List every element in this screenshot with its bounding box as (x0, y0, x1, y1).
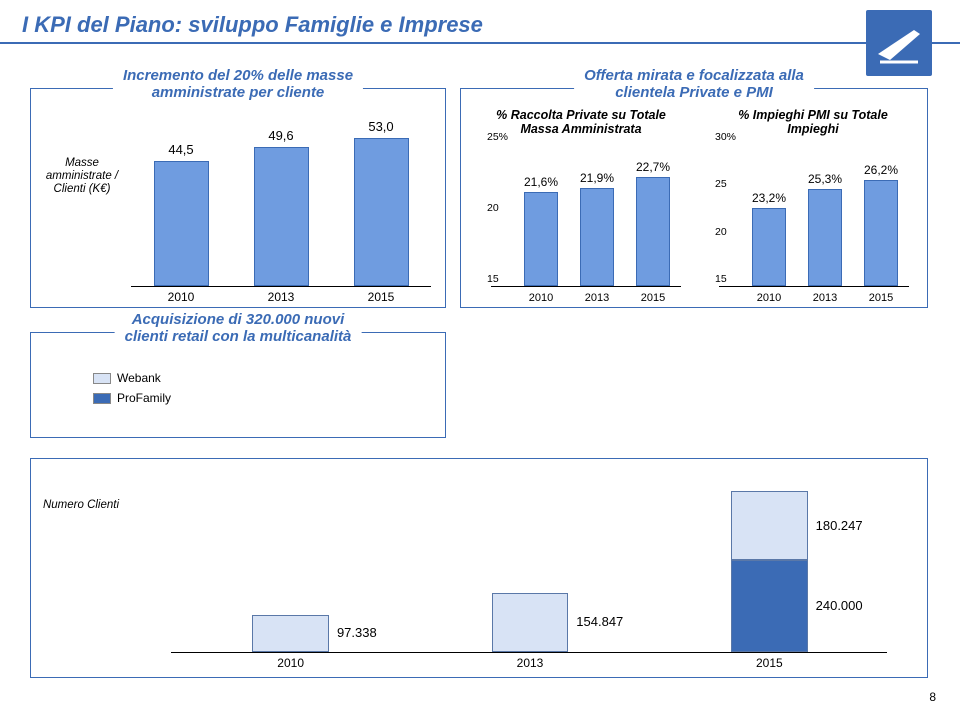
clienti-bar-segment (731, 560, 808, 652)
offerta-left-chart: 152025%21,6%201021,9%201322,7%2015 (491, 145, 681, 287)
legend-profamily-swatch (93, 393, 111, 404)
legend-webank: Webank (93, 371, 161, 385)
masse-x-label: 2015 (368, 290, 395, 304)
acquisizione-title: Acquisizione di 320.000 nuovi clienti re… (115, 311, 362, 346)
clienti-bar-segment (252, 615, 329, 652)
page-title: I KPI del Piano: sviluppo Famiglie e Imp… (22, 12, 483, 38)
legend-profamily: ProFamily (93, 391, 171, 405)
offerta-left-t1: % Raccolta Private su Totale (496, 108, 666, 122)
masse-panel: Incremento del 20% delle masse amministr… (30, 88, 446, 308)
y-tick: 30% (715, 131, 736, 143)
legend-profamily-label: ProFamily (117, 391, 171, 405)
y-tick: 15 (487, 273, 499, 285)
offerta-bar-value: 25,3% (808, 172, 842, 186)
offerta-title-l1: Offerta mirata e focalizzata alla (584, 67, 804, 84)
offerta-panel: Offerta mirata e focalizzata alla client… (460, 88, 928, 308)
offerta-right-t2: Impieghi (787, 122, 838, 136)
offerta-bar (580, 188, 614, 286)
clienti-yaxis-label: Numero Clienti (41, 499, 121, 512)
y-tick: 20 (487, 202, 499, 214)
y-tick: 15 (715, 273, 727, 285)
masse-bar-value: 53,0 (368, 119, 393, 134)
masse-bar-value: 49,6 (268, 128, 293, 143)
masse-bar (354, 138, 409, 286)
offerta-x-label: 2010 (529, 292, 553, 304)
legend-webank-swatch (93, 373, 111, 384)
offerta-bar (636, 177, 670, 286)
clienti-seg-label: 240.000 (816, 598, 863, 613)
masse-title-l1: Incremento del 20% delle masse (123, 67, 353, 84)
masse-panel-title: Incremento del 20% delle masse amministr… (113, 67, 363, 102)
offerta-bar-value: 23,2% (752, 191, 786, 205)
clienti-seg-label: 180.247 (816, 518, 863, 533)
clienti-panel: Numero Clienti 97.338 2010 154.847 2013 240.… (30, 458, 928, 678)
offerta-bar (864, 180, 898, 286)
offerta-x-label: 2013 (585, 292, 609, 304)
offerta-x-label: 2015 (869, 292, 893, 304)
clienti-seg-label: 154.847 (576, 614, 623, 629)
masse-bar (154, 161, 209, 286)
offerta-bar (808, 189, 842, 287)
page-number: 8 (929, 690, 936, 704)
offerta-right-t1: % Impieghi PMI su Totale (738, 108, 888, 122)
offerta-bar-value: 22,7% (636, 160, 670, 174)
legend-webank-label: Webank (117, 371, 161, 385)
acq-t1: Acquisizione di 320.000 nuovi (132, 311, 345, 328)
clienti-bar-segment (731, 491, 808, 560)
masse-bar-area: 44,5201049,6201353,02015 (131, 119, 431, 287)
acq-t2: clienti retail con la multicanalità (125, 328, 352, 345)
masse-title-l2: amministrate per cliente (152, 84, 325, 101)
acquisizione-panel: Acquisizione di 320.000 nuovi clienti re… (30, 332, 446, 438)
masse-bar-value: 44,5 (168, 142, 193, 157)
y-tick: 25% (487, 131, 508, 143)
offerta-bar (524, 192, 558, 286)
offerta-right-chart: 15202530%23,2%201025,3%201326,2%2015 (719, 145, 909, 287)
title-underline (0, 42, 960, 44)
plane-icon (866, 10, 932, 76)
masse-x-label: 2010 (168, 290, 195, 304)
offerta-bar-value: 21,6% (524, 175, 558, 189)
clienti-x-label: 2013 (517, 656, 544, 670)
offerta-x-label: 2015 (641, 292, 665, 304)
offerta-bar-value: 26,2% (864, 163, 898, 177)
offerta-left-t2: Massa Amministrata (520, 122, 641, 136)
clienti-bar-area: 97.3382010154.8472013240.000180.2472015 (171, 481, 887, 653)
y-tick: 25 (715, 178, 727, 190)
offerta-bar (752, 208, 786, 286)
clienti-x-label: 2010 (277, 656, 304, 670)
offerta-left-subtitle: % Raccolta Private su Totale Massa Ammin… (481, 109, 681, 137)
offerta-right-subtitle: % Impieghi PMI su Totale Impieghi (713, 109, 913, 137)
clienti-bar-segment (492, 593, 569, 652)
masse-yaxis-label: Masse amministrate / Clienti (K€) (37, 157, 127, 197)
offerta-title-l2: clientela Private e PMI (615, 84, 773, 101)
clienti-seg-label: 97.338 (337, 625, 377, 640)
masse-x-label: 2013 (268, 290, 295, 304)
clienti-x-label: 2015 (756, 656, 783, 670)
offerta-x-label: 2013 (813, 292, 837, 304)
y-tick: 20 (715, 226, 727, 238)
offerta-x-label: 2010 (757, 292, 781, 304)
offerta-panel-title: Offerta mirata e focalizzata alla client… (574, 67, 814, 102)
offerta-bar-value: 21,9% (580, 171, 614, 185)
masse-bar (254, 147, 309, 286)
